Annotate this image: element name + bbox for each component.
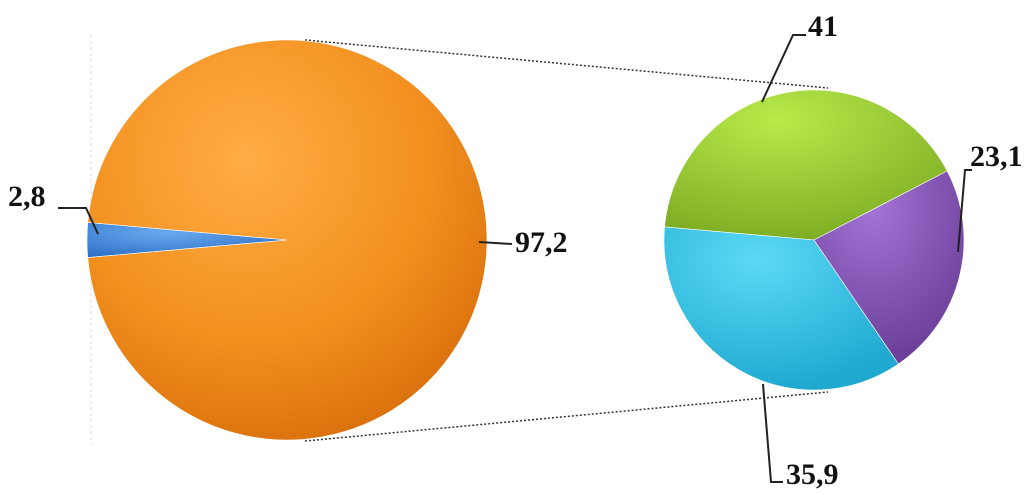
pie-slice-41: [664, 89, 948, 241]
leader-line-35-9: [762, 383, 783, 483]
leader-line-41: [761, 34, 806, 103]
data-labels: 2,8 97,2 41 23,1 35,9: [8, 10, 1023, 491]
data-label-41: 41: [808, 10, 838, 43]
leader-line-23-1: [957, 169, 972, 253]
data-label-97-2: 97,2: [515, 226, 568, 259]
pie-slice-97-2: [87, 39, 488, 441]
data-label-35-9: 35,9: [786, 458, 839, 491]
data-label-23-1: 23,1: [970, 140, 1023, 173]
pie-connector-lines: [304, 39, 829, 442]
leader-line-2-8: [58, 207, 99, 235]
connector-line-top: [304, 39, 829, 89]
leader-line-97-2: [478, 241, 513, 245]
main-pie: [86, 39, 488, 441]
connector-line-bottom: [304, 391, 829, 442]
secondary-pie: [663, 89, 965, 391]
pie-slice-23-1: [813, 170, 965, 365]
data-label-2-8: 2,8: [8, 180, 46, 213]
pie-slice-35-9: [663, 226, 899, 391]
